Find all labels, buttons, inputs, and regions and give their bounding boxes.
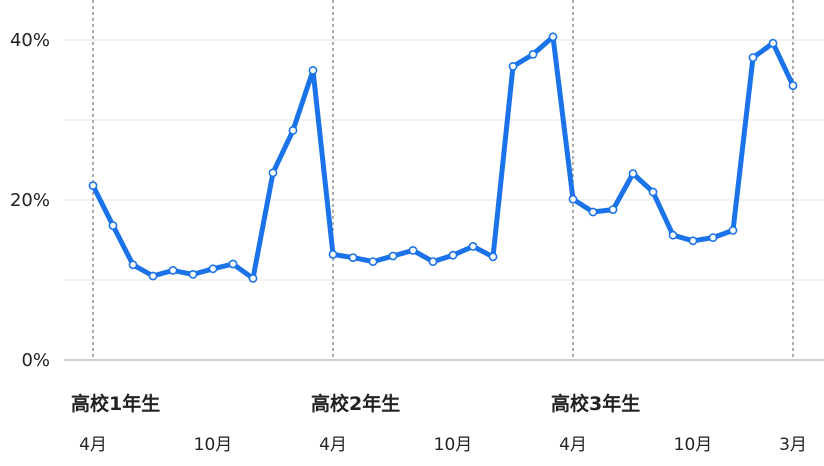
data-point	[608, 205, 618, 214]
x-tick-label: 10月	[674, 435, 713, 455]
data-point	[588, 207, 598, 217]
data-point	[788, 81, 798, 90]
y-tick-label: 40%	[10, 30, 50, 51]
series-line-path	[90, 34, 796, 281]
data-point	[628, 169, 638, 178]
data-point	[108, 221, 118, 230]
year-group-labels: 高校1年生 高校2年生 高校3年生	[71, 392, 640, 415]
data-point	[708, 233, 718, 242]
data-point	[508, 62, 518, 71]
data-point	[408, 245, 418, 255]
x-tick-label: 3月	[779, 435, 807, 455]
data-point	[648, 187, 658, 197]
data-point	[388, 251, 398, 261]
data-points	[88, 32, 798, 283]
data-point	[428, 257, 438, 266]
x-tick-label: 4月	[559, 435, 587, 455]
data-point	[268, 168, 278, 178]
data-point	[328, 249, 338, 259]
data-point	[568, 194, 578, 204]
data-point	[128, 260, 138, 270]
year-group-label: 高校1年生	[71, 392, 160, 415]
data-point	[208, 264, 218, 274]
data-point	[488, 252, 498, 262]
y-tick-label: 20%	[10, 190, 50, 211]
data-point	[368, 257, 378, 266]
year-group-label: 高校3年生	[551, 392, 640, 415]
year-group-label: 高校2年生	[311, 392, 400, 415]
data-point	[348, 253, 358, 262]
data-point	[88, 181, 98, 190]
data-point	[768, 38, 778, 48]
x-tick-label: 10月	[194, 435, 233, 455]
data-point	[228, 259, 238, 269]
data-point	[468, 241, 478, 251]
series-line	[90, 34, 796, 281]
y-axis-ticks: 0% 20% 40%	[10, 30, 50, 371]
data-point	[168, 265, 178, 275]
x-tick-label: 10月	[434, 435, 473, 455]
data-point	[248, 273, 258, 283]
grid-lines	[64, 39, 824, 361]
data-point	[668, 230, 678, 240]
data-point	[748, 53, 758, 62]
x-tick-label: 4月	[319, 435, 347, 455]
data-point	[308, 66, 318, 75]
x-tick-label: 4月	[79, 435, 107, 455]
data-point	[448, 250, 458, 260]
x-axis-ticks: 4月 10月 4月 10月 4月 10月 3月	[79, 435, 807, 455]
data-point	[548, 32, 558, 42]
data-point	[148, 271, 158, 281]
year-dividers	[92, 0, 794, 360]
y-tick-label: 0%	[21, 350, 50, 371]
data-point	[688, 236, 698, 246]
data-point	[728, 225, 738, 235]
data-point	[528, 50, 538, 59]
data-point	[288, 125, 298, 135]
data-point	[188, 269, 198, 279]
